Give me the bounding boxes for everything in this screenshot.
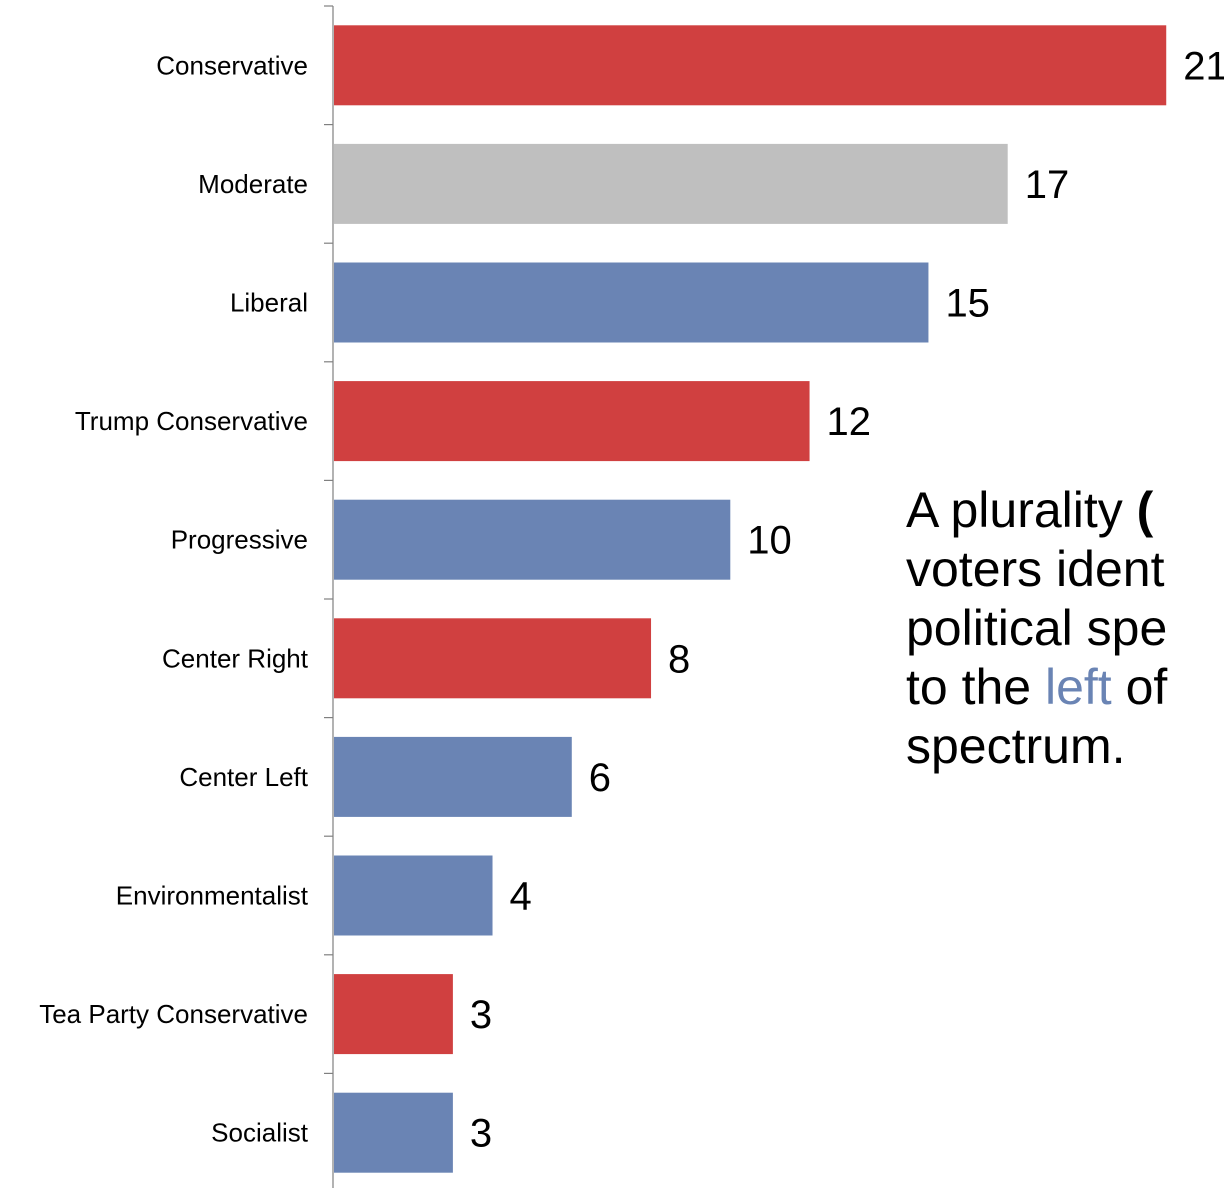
bar-progressive (334, 499, 731, 580)
bar-moderate (334, 143, 1008, 224)
value-label: 15 (945, 282, 990, 326)
bars-layer (334, 25, 1167, 1173)
value-label: 6 (589, 756, 611, 800)
category-label: Tea Party Conservative (39, 999, 308, 1029)
annotation-left-word: left (1045, 659, 1112, 715)
value-label: 8 (668, 637, 690, 681)
annotation-line-1: A plurality ( (906, 481, 1224, 540)
bar-conservative (334, 25, 1167, 106)
value-label: 10 (747, 519, 792, 563)
bar-center-right (334, 618, 652, 699)
annotation-line-4-text-a: to the (906, 659, 1045, 715)
category-label: Center Right (162, 643, 309, 673)
category-label: Socialist (211, 1118, 309, 1148)
annotation-line-5: spectrum. (906, 718, 1126, 774)
category-label: Environmentalist (116, 881, 309, 911)
annotation-line-4: to the left of (906, 658, 1224, 717)
category-axis (324, 5, 334, 1188)
category-label: Moderate (198, 169, 308, 199)
value-label: 3 (470, 1112, 492, 1156)
bar-environmentalist (334, 855, 493, 936)
annotation-line-3: political spe (906, 600, 1168, 656)
bar-tea-party-conservative (334, 974, 453, 1055)
category-label: Trump Conservative (75, 406, 308, 436)
category-label: Progressive (171, 525, 308, 555)
category-label: Conservative (156, 50, 308, 80)
labels-layer: Conservative 21 Moderate 17 Liberal 15 Trump C… (39, 44, 1224, 1155)
value-label: 17 (1025, 163, 1070, 207)
annotation-text: A plurality ( voters ident political spe… (906, 481, 1224, 776)
bar-center-left (334, 736, 572, 817)
value-label: 12 (827, 400, 872, 444)
category-label: Liberal (230, 288, 308, 318)
category-label: Center Left (179, 762, 308, 792)
annotation-line-2: voters ident (906, 541, 1165, 597)
annotation-line-1-text: A plurality (906, 482, 1137, 538)
value-label: 4 (510, 875, 532, 919)
bar-socialist (334, 1092, 453, 1173)
annotation-line-1-paren: ( (1136, 482, 1154, 538)
bar-trump-conservative (334, 381, 810, 462)
value-label: 21 (1183, 44, 1224, 88)
value-label: 3 (470, 993, 492, 1037)
annotation-line-4-text-c: of (1111, 659, 1168, 715)
bar-liberal (334, 262, 929, 343)
